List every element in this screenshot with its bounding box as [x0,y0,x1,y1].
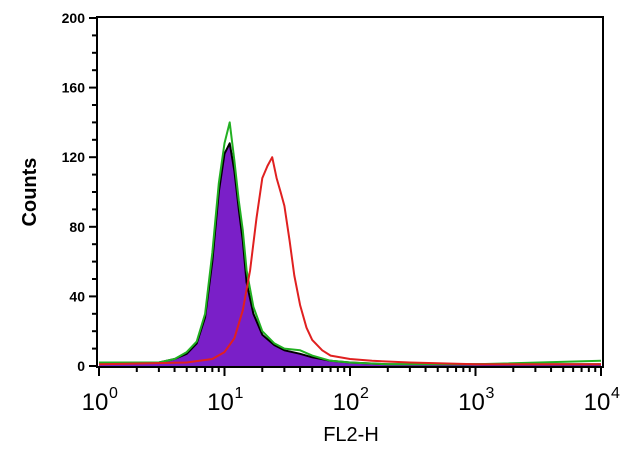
x-axis: 10 0 10 1 10 2 10 3 10 4 [82,367,620,416]
series-0-line [99,142,601,366]
x-tick-label: 10 [207,389,234,416]
x-tick-label: 10 [458,389,485,416]
y-tick-label: 0 [77,358,85,374]
y-tick-label: 120 [62,149,86,165]
series-2-line [98,156,601,366]
x-tick-label: 10 [333,389,360,416]
y-axis: 0 40 80 120 160 200 [62,10,97,374]
y-tick-label: 160 [62,80,86,96]
x-tick-exponent: 4 [611,385,620,402]
series-1-line [99,121,602,366]
x-tick-exponent: 2 [360,385,369,402]
x-tick-exponent: 3 [486,385,495,402]
series-0-area [99,143,601,366]
y-tick-label: 40 [69,288,85,304]
x-axis-title: FL2-H [323,424,379,446]
y-axis-title: Counts [19,158,41,227]
y-tick-label: 80 [69,219,85,235]
x-tick-exponent: 1 [235,385,244,402]
x-tick-label: 10 [82,389,109,416]
plot-frame [96,16,604,368]
x-tick-label: 10 [584,389,611,416]
y-tick-label: 200 [62,10,86,26]
series-layer [98,121,602,366]
x-tick-exponent: 0 [109,385,118,402]
